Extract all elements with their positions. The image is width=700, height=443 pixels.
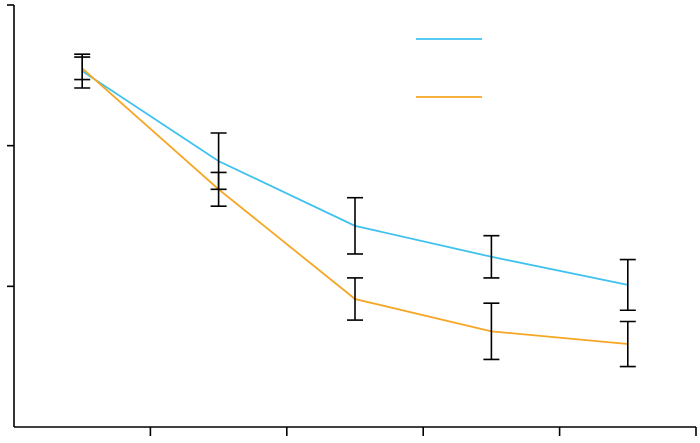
series-1-error-bar [483, 234, 500, 279]
series-1-error-bar [619, 258, 636, 312]
series-2-error-bar [483, 302, 500, 361]
series-2-error-bar [347, 277, 363, 321]
error-bars [74, 53, 636, 368]
legend [416, 38, 482, 98]
series-1-error-bar [347, 196, 363, 255]
axes [13, 5, 696, 428]
series-2-error-bar [210, 171, 227, 207]
ticks [7, 4, 697, 436]
series-2-error-bar [619, 320, 636, 368]
series-2-error-bar [74, 56, 91, 81]
